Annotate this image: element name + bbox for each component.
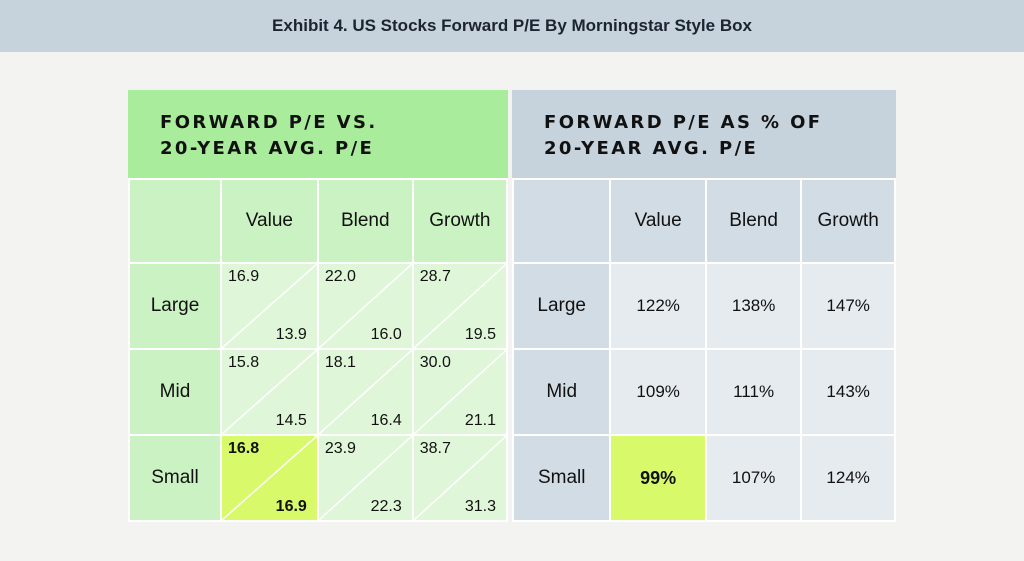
right-header-row: Value Blend Growth xyxy=(511,178,896,264)
diagonal-divider xyxy=(319,436,412,520)
right-row-header-mid: Mid xyxy=(511,348,612,436)
left-heading-line-1: FORWARD P/E VS. xyxy=(160,112,378,133)
pe-cell-small-growth: 38.7 31.3 xyxy=(411,434,509,522)
avg-pe-value: 16.0 xyxy=(370,326,402,343)
right-row-small: Small 99% 107% 124% xyxy=(511,434,896,522)
left-header-row: Value Blend Growth xyxy=(128,178,509,264)
avg-pe-value: 31.3 xyxy=(464,498,496,515)
pe-cell-mid-blend: 18.1 16.4 xyxy=(316,348,414,436)
forward-pe-value: 30.0 xyxy=(419,354,451,371)
right-table: Value Blend Growth Large 122% 138% 147% … xyxy=(511,178,896,522)
forward-pe-value: 18.1 xyxy=(324,354,356,371)
forward-pe-value: 22.0 xyxy=(324,268,356,285)
avg-pe-value: 22.3 xyxy=(370,498,402,515)
left-row-header-large: Large xyxy=(128,262,222,350)
avg-pe-value: 19.5 xyxy=(464,326,496,343)
diagonal-divider xyxy=(319,264,412,348)
pct-cell-mid-growth: 143% xyxy=(800,348,896,436)
avg-pe-value: 16.4 xyxy=(370,412,402,429)
left-row-small: Small 16.8 16.9 23.9 22.3 38.7 31.3 xyxy=(128,434,509,522)
left-heading-line-2: 20-YEAR AVG. P/E xyxy=(160,138,375,159)
right-col-header-blend: Blend xyxy=(704,178,803,264)
forward-pe-vs-avg-panel: FORWARD P/E VS. 20-YEAR AVG. P/E Value B… xyxy=(128,90,509,522)
left-col-header-value: Value xyxy=(219,178,319,264)
forward-pe-value: 23.9 xyxy=(324,440,356,457)
pct-cell-large-value: 122% xyxy=(609,262,707,350)
diagonal-divider xyxy=(414,350,506,434)
left-col-header-growth: Growth xyxy=(411,178,509,264)
forward-pe-value: 16.8 xyxy=(227,440,260,457)
avg-pe-value: 21.1 xyxy=(464,412,496,429)
forward-pe-pct-panel: FORWARD P/E AS % OF 20-YEAR AVG. P/E Val… xyxy=(511,90,896,522)
left-col-header-blend: Blend xyxy=(316,178,414,264)
left-table: Value Blend Growth Large 16.9 13.9 22.0 … xyxy=(128,178,509,522)
forward-pe-value: 16.9 xyxy=(227,268,260,285)
pct-cell-mid-value: 109% xyxy=(609,348,707,436)
pct-cell-mid-blend: 111% xyxy=(704,348,803,436)
pe-cell-mid-growth: 30.0 21.1 xyxy=(411,348,509,436)
forward-pe-value: 28.7 xyxy=(419,268,451,285)
right-col-header-growth: Growth xyxy=(800,178,896,264)
right-heading-line-1: FORWARD P/E AS % OF xyxy=(544,112,823,133)
pe-cell-mid-value: 15.8 14.5 xyxy=(219,348,319,436)
right-row-header-small: Small xyxy=(511,434,612,522)
pct-cell-large-blend: 138% xyxy=(704,262,803,350)
avg-pe-value: 14.5 xyxy=(275,412,307,429)
forward-pe-value: 15.8 xyxy=(227,354,260,371)
pe-cell-small-blend: 23.9 22.3 xyxy=(316,434,414,522)
left-row-header-small: Small xyxy=(128,434,222,522)
left-corner-cell xyxy=(128,178,222,264)
pct-cell-small-value-highlighted: 99% xyxy=(609,434,707,522)
pct-cell-small-growth: 124% xyxy=(800,434,896,522)
diagonal-divider xyxy=(414,264,506,348)
avg-pe-value: 16.9 xyxy=(275,498,307,515)
diagonal-divider xyxy=(222,264,317,348)
right-row-large: Large 122% 138% 147% xyxy=(511,262,896,350)
left-panel-heading: FORWARD P/E VS. 20-YEAR AVG. P/E xyxy=(128,90,508,178)
right-row-mid: Mid 109% 111% 143% xyxy=(511,348,896,436)
pe-cell-large-growth: 28.7 19.5 xyxy=(411,262,509,350)
diagonal-divider xyxy=(222,350,317,434)
right-corner-cell xyxy=(511,178,612,264)
right-row-header-large: Large xyxy=(511,262,612,350)
pe-cell-large-value: 16.9 13.9 xyxy=(219,262,319,350)
pct-cell-small-blend: 107% xyxy=(704,434,803,522)
pe-cell-large-blend: 22.0 16.0 xyxy=(316,262,414,350)
diagonal-divider xyxy=(414,436,506,520)
left-row-mid: Mid 15.8 14.5 18.1 16.4 30.0 21.1 xyxy=(128,348,509,436)
pe-cell-small-value-highlighted: 16.8 16.9 xyxy=(219,434,319,522)
diagonal-divider xyxy=(319,350,412,434)
pct-cell-large-growth: 147% xyxy=(800,262,896,350)
diagonal-divider xyxy=(222,436,317,520)
avg-pe-value: 13.9 xyxy=(275,326,307,343)
exhibit-title: Exhibit 4. US Stocks Forward P/E By Morn… xyxy=(0,0,1024,52)
left-row-header-mid: Mid xyxy=(128,348,222,436)
left-row-large: Large 16.9 13.9 22.0 16.0 28.7 19.5 xyxy=(128,262,509,350)
forward-pe-value: 38.7 xyxy=(419,440,451,457)
right-heading-line-2: 20-YEAR AVG. P/E xyxy=(544,138,759,159)
right-panel-heading: FORWARD P/E AS % OF 20-YEAR AVG. P/E xyxy=(512,90,896,178)
right-col-header-value: Value xyxy=(609,178,707,264)
